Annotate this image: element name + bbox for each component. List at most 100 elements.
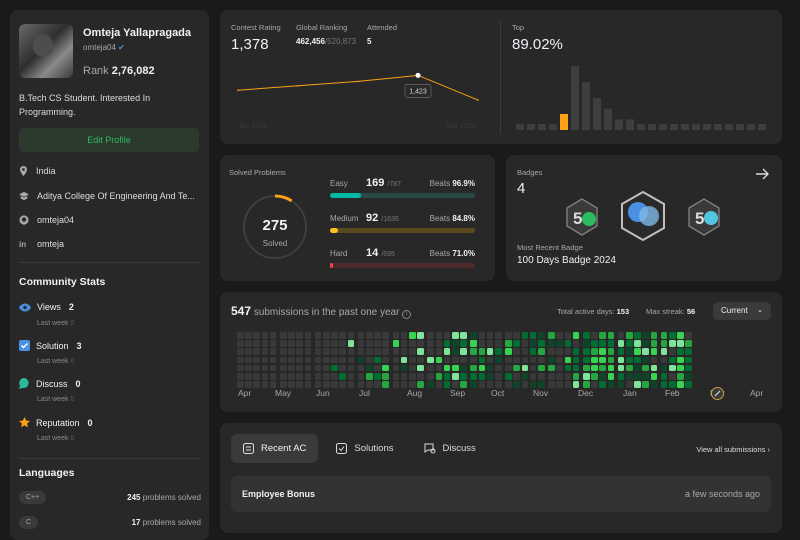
heatmap-cell[interactable] — [443, 348, 451, 355]
heatmap-cell[interactable] — [521, 356, 529, 364]
heatmap-cell[interactable] — [642, 340, 649, 347]
heatmap-cell[interactable] — [564, 348, 572, 355]
heatmap-cell[interactable] — [513, 348, 520, 355]
heatmap-cell[interactable] — [529, 364, 537, 372]
heatmap-cell[interactable] — [642, 356, 649, 364]
heatmap-cell[interactable] — [478, 381, 486, 388]
heatmap-cell[interactable] — [452, 364, 459, 372]
heatmap-cell[interactable] — [357, 364, 365, 372]
heatmap-cell[interactable] — [529, 381, 537, 388]
heatmap-cell[interactable] — [470, 364, 477, 372]
heatmap-cell[interactable] — [347, 373, 355, 380]
heatmap-cell[interactable] — [435, 332, 443, 339]
heatmap-cell[interactable] — [314, 340, 322, 347]
heatmap-cell[interactable] — [521, 381, 529, 388]
heatmap-cell[interactable] — [607, 332, 615, 339]
heatmap-cell[interactable] — [591, 373, 598, 380]
heatmap-cell[interactable] — [599, 356, 606, 364]
recent-submission-row[interactable]: Employee Bonus a few seconds ago — [231, 476, 771, 512]
heatmap-cell[interactable] — [538, 332, 545, 339]
heatmap-cell[interactable] — [427, 348, 434, 355]
heatmap-cell[interactable] — [660, 348, 668, 355]
heatmap-cell[interactable] — [626, 364, 633, 372]
heatmap-cell[interactable] — [505, 340, 512, 347]
heatmap-cell[interactable] — [314, 348, 322, 355]
heatmap-cell[interactable] — [617, 332, 625, 339]
heatmap-cell[interactable] — [253, 340, 260, 347]
heatmap-cell[interactable] — [392, 364, 400, 372]
heatmap-cell[interactable] — [237, 364, 244, 372]
histogram-bar[interactable] — [626, 119, 634, 130]
heatmap-cell[interactable] — [443, 373, 451, 380]
heatmap-cell[interactable] — [478, 356, 486, 364]
heatmap-cell[interactable] — [460, 348, 467, 355]
heatmap-cell[interactable] — [269, 348, 277, 355]
heatmap-cell[interactable] — [280, 340, 287, 347]
heatmap-cell[interactable] — [617, 381, 625, 388]
heatmap-cell[interactable] — [564, 332, 572, 339]
heatmap-cell[interactable] — [505, 364, 512, 372]
heatmap-cell[interactable] — [650, 348, 658, 355]
heatmap-cell[interactable] — [591, 348, 598, 355]
heatmap-cell[interactable] — [366, 340, 373, 347]
heatmap-cell[interactable] — [245, 381, 252, 388]
badge-50-days-2024-icon[interactable]: 5 — [686, 197, 722, 237]
rating-point[interactable] — [237, 89, 239, 91]
heatmap-cell[interactable] — [245, 356, 252, 364]
heatmap-cell[interactable] — [296, 340, 303, 347]
heatmap-cell[interactable] — [288, 356, 295, 364]
badge-100-days-icon[interactable] — [619, 190, 667, 242]
heatmap-cell[interactable] — [460, 373, 467, 380]
heatmap-cell[interactable] — [304, 356, 312, 364]
heatmap-cell[interactable] — [314, 356, 322, 364]
heatmap-cell[interactable] — [634, 381, 641, 388]
heatmap-cell[interactable] — [572, 340, 580, 347]
heatmap-cell[interactable] — [548, 364, 555, 372]
heatmap-cell[interactable] — [505, 356, 512, 364]
heatmap-cell[interactable] — [486, 364, 494, 372]
heatmap-cell[interactable] — [626, 340, 633, 347]
heatmap-cell[interactable] — [400, 340, 408, 347]
heatmap-cell[interactable] — [339, 348, 346, 355]
heatmap-cell[interactable] — [486, 381, 494, 388]
heatmap-cell[interactable] — [347, 340, 355, 347]
heatmap-cell[interactable] — [538, 356, 545, 364]
heatmap-cell[interactable] — [650, 340, 658, 347]
heatmap-cell[interactable] — [339, 364, 346, 372]
heatmap-cell[interactable] — [460, 364, 467, 372]
heatmap-cell[interactable] — [626, 356, 633, 364]
heatmap-cell[interactable] — [617, 364, 625, 372]
heatmap-cell[interactable] — [304, 381, 312, 388]
heatmap-cell[interactable] — [443, 332, 451, 339]
heatmap-cell[interactable] — [427, 364, 434, 372]
year-dropdown[interactable]: Current ⌄ — [713, 302, 771, 320]
heatmap-cell[interactable] — [280, 364, 287, 372]
heatmap-cell[interactable] — [339, 381, 346, 388]
heatmap-cell[interactable] — [642, 348, 649, 355]
heatmap-cell[interactable] — [331, 364, 338, 372]
heatmap-cell[interactable] — [529, 340, 537, 347]
heatmap-cell[interactable] — [435, 364, 443, 372]
heatmap-cell[interactable] — [347, 348, 355, 355]
histogram-bar[interactable] — [670, 124, 678, 130]
heatmap-cell[interactable] — [452, 348, 459, 355]
heatmap-cell[interactable] — [280, 356, 287, 364]
heatmap-cell[interactable] — [245, 332, 252, 339]
heatmap-cell[interactable] — [280, 381, 287, 388]
heatmap-cell[interactable] — [529, 332, 537, 339]
heatmap-cell[interactable] — [339, 356, 346, 364]
histogram-bar[interactable] — [747, 124, 755, 130]
heatmap-cell[interactable] — [572, 381, 580, 388]
heatmap-cell[interactable] — [634, 373, 641, 380]
heatmap-cell[interactable] — [314, 332, 322, 339]
heatmap-cell[interactable] — [296, 332, 303, 339]
heatmap-cell[interactable] — [486, 340, 494, 347]
heatmap-cell[interactable] — [452, 340, 459, 347]
heatmap-cell[interactable] — [685, 340, 692, 347]
heatmap-cell[interactable] — [521, 340, 529, 347]
heatmap-cell[interactable] — [505, 373, 512, 380]
heatmap-cell[interactable] — [564, 373, 572, 380]
heatmap-cell[interactable] — [253, 332, 260, 339]
histogram-bar[interactable] — [637, 124, 645, 130]
heatmap-cell[interactable] — [634, 348, 641, 355]
